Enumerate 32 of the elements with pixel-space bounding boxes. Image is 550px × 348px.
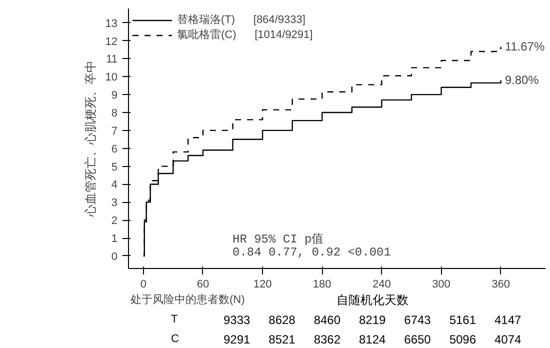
y-tick-label: 6 <box>111 143 118 156</box>
text: C 9291 8521 8362 8124 6650 5096 4074 <box>170 332 522 346</box>
x-tick-label: 180 <box>312 278 332 290</box>
y-tick-label: 9 <box>111 90 118 102</box>
y-tick-label: 8 <box>111 108 118 120</box>
x-tick-label: 360 <box>492 278 510 290</box>
y-tick-label: 5 <box>111 161 118 174</box>
x-axis-title: 自随机化天数 <box>336 293 408 308</box>
y-tick-label: 7 <box>111 125 118 138</box>
annotation: HR 95% CI p值 <box>232 232 324 246</box>
y-tick-label: 10 <box>105 72 118 84</box>
x-tick-label: 300 <box>432 278 450 290</box>
y-tick-label: 4 <box>111 179 118 192</box>
y-tick-label: 0 <box>111 250 118 263</box>
x-tick-label: 60 <box>196 278 210 290</box>
annotation: 11.67% <box>504 40 545 54</box>
legend-label: 氯吡格雷(C) [1014/9291] <box>177 28 313 42</box>
y-tick-label: 11 <box>106 54 118 66</box>
y-tick-label: 3 <box>111 197 118 210</box>
annotation: 0.84 0.77, 0.92 <0.001 <box>232 246 391 260</box>
text: T 9333 8628 8460 8219 6743 5161 4147 <box>170 313 522 327</box>
annotation: 9.80% <box>504 73 540 88</box>
x-tick-label: 240 <box>372 278 391 290</box>
x-tick-label: 0 <box>140 278 146 290</box>
y-tick-label: 12 <box>105 36 118 48</box>
legend-label: 替格瑞洛(T) [864/9333] <box>177 13 306 27</box>
text: 处于风险中的患者数(N) <box>130 293 245 306</box>
y-tick-label: 13 <box>105 18 118 30</box>
y-tick-label: 2 <box>111 215 118 228</box>
x-tick-label: 120 <box>253 278 272 290</box>
y-tick-label: 1 <box>111 233 118 246</box>
y-axis-title: 心血管死亡、心肌梗死、卒中 <box>83 60 98 218</box>
